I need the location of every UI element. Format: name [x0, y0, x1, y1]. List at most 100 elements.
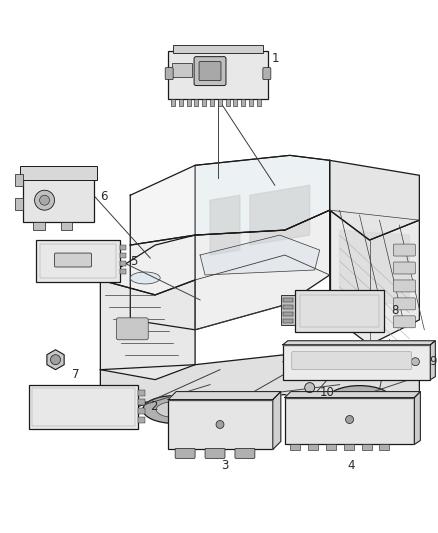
Text: 3: 3: [221, 459, 229, 472]
FancyBboxPatch shape: [393, 280, 415, 292]
Bar: [283, 298, 293, 302]
Bar: [202, 99, 206, 106]
FancyBboxPatch shape: [393, 262, 415, 274]
Bar: [343, 445, 353, 450]
Bar: [28, 385, 138, 430]
Bar: [60, 222, 72, 230]
Polygon shape: [100, 235, 195, 295]
Polygon shape: [250, 185, 310, 245]
Bar: [14, 198, 23, 210]
Circle shape: [411, 358, 419, 366]
Bar: [120, 245, 126, 250]
Bar: [241, 99, 245, 106]
Bar: [20, 166, 97, 180]
FancyBboxPatch shape: [292, 352, 411, 370]
Ellipse shape: [327, 385, 392, 414]
Text: 4: 4: [348, 459, 355, 472]
Bar: [283, 345, 430, 379]
Ellipse shape: [341, 392, 378, 408]
Polygon shape: [430, 341, 435, 379]
Bar: [233, 99, 237, 106]
Bar: [326, 445, 336, 450]
Polygon shape: [330, 160, 419, 240]
Ellipse shape: [156, 401, 194, 417]
Bar: [32, 222, 45, 230]
FancyBboxPatch shape: [205, 448, 225, 458]
Polygon shape: [285, 392, 420, 398]
Polygon shape: [130, 155, 330, 245]
Bar: [283, 319, 293, 323]
Bar: [138, 399, 145, 405]
Bar: [283, 305, 293, 309]
Bar: [171, 99, 175, 106]
FancyBboxPatch shape: [54, 253, 92, 267]
Bar: [308, 445, 318, 450]
FancyBboxPatch shape: [194, 56, 226, 86]
Text: 2: 2: [150, 400, 158, 413]
Polygon shape: [339, 230, 410, 305]
Bar: [379, 445, 389, 450]
Text: 5: 5: [130, 255, 138, 268]
Bar: [187, 99, 191, 106]
Circle shape: [216, 421, 224, 429]
Circle shape: [346, 416, 353, 424]
Text: 1: 1: [272, 52, 279, 65]
Text: 6: 6: [100, 190, 108, 203]
Bar: [173, 45, 263, 53]
Bar: [32, 387, 135, 426]
Circle shape: [305, 383, 314, 393]
Bar: [295, 290, 385, 332]
Bar: [179, 99, 183, 106]
Polygon shape: [330, 210, 419, 345]
Bar: [138, 408, 145, 414]
Bar: [194, 99, 198, 106]
FancyBboxPatch shape: [199, 62, 221, 80]
Bar: [300, 295, 379, 327]
Polygon shape: [273, 392, 281, 449]
Polygon shape: [283, 341, 435, 345]
FancyBboxPatch shape: [117, 318, 148, 340]
FancyBboxPatch shape: [235, 448, 255, 458]
Bar: [226, 99, 230, 106]
Text: 9: 9: [429, 355, 436, 368]
Polygon shape: [168, 392, 281, 400]
Polygon shape: [47, 350, 64, 370]
Bar: [138, 416, 145, 423]
Bar: [283, 312, 293, 316]
FancyBboxPatch shape: [175, 448, 195, 458]
Bar: [249, 99, 253, 106]
Bar: [14, 174, 23, 186]
Bar: [281, 295, 295, 325]
Bar: [120, 261, 126, 266]
FancyBboxPatch shape: [393, 316, 415, 328]
Circle shape: [50, 355, 60, 365]
Bar: [210, 99, 214, 106]
Bar: [218, 99, 222, 106]
Bar: [290, 445, 300, 450]
FancyBboxPatch shape: [393, 244, 415, 256]
Polygon shape: [100, 280, 195, 379]
Bar: [361, 445, 371, 450]
Text: 8: 8: [392, 304, 399, 317]
Bar: [120, 253, 126, 258]
Bar: [285, 398, 414, 445]
Polygon shape: [200, 235, 320, 275]
Polygon shape: [414, 392, 420, 445]
Text: 10: 10: [320, 386, 335, 399]
Text: 7: 7: [72, 368, 80, 381]
FancyBboxPatch shape: [393, 298, 415, 310]
Circle shape: [35, 190, 54, 210]
Bar: [168, 400, 273, 449]
Bar: [39, 244, 117, 278]
Ellipse shape: [130, 272, 160, 284]
Bar: [168, 51, 268, 99]
Bar: [257, 99, 261, 106]
Bar: [120, 269, 126, 274]
Bar: [172, 63, 192, 77]
Circle shape: [39, 195, 49, 205]
Ellipse shape: [143, 395, 208, 424]
Bar: [35, 240, 120, 282]
Polygon shape: [100, 355, 419, 415]
Polygon shape: [210, 195, 240, 255]
Polygon shape: [195, 155, 330, 235]
